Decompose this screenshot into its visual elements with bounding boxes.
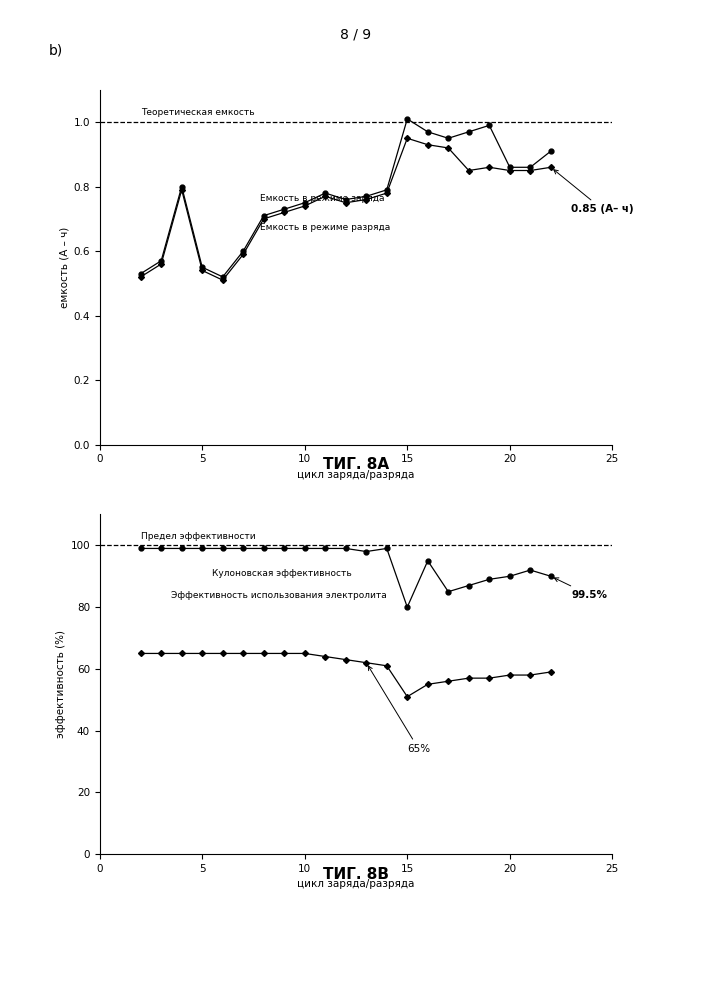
- Text: 99.5%: 99.5%: [554, 577, 607, 599]
- Text: Эффективность использования электролита: Эффективность использования электролита: [172, 590, 387, 599]
- Text: Теоретическая емкость: Теоретическая емкость: [141, 108, 254, 117]
- X-axis label: цикл заряда/разряда: цикл заряда/разряда: [298, 470, 414, 480]
- Y-axis label: эффективность (%): эффективность (%): [56, 630, 66, 738]
- Text: b): b): [48, 44, 63, 58]
- Text: ΤИГ. 8А: ΤИГ. 8А: [323, 457, 389, 472]
- Y-axis label: емкость (А – ч): емкость (А – ч): [59, 227, 69, 308]
- Text: 8 / 9: 8 / 9: [340, 28, 372, 42]
- Text: 0.85 (А– ч): 0.85 (А– ч): [554, 170, 634, 215]
- Text: 65%: 65%: [368, 666, 430, 754]
- Text: Кулоновская эффективность: Кулоновская эффективность: [212, 569, 352, 578]
- X-axis label: цикл заряда/разряда: цикл заряда/разряда: [298, 879, 414, 889]
- Text: Емкость в режиме разряда: Емкость в режиме разряда: [260, 223, 390, 232]
- Text: Предел эффективности: Предел эффективности: [141, 531, 256, 540]
- Text: Емкость в режиме заряда: Емкость в режиме заряда: [260, 194, 384, 203]
- Text: ΤИГ. 8В: ΤИГ. 8В: [323, 867, 389, 882]
